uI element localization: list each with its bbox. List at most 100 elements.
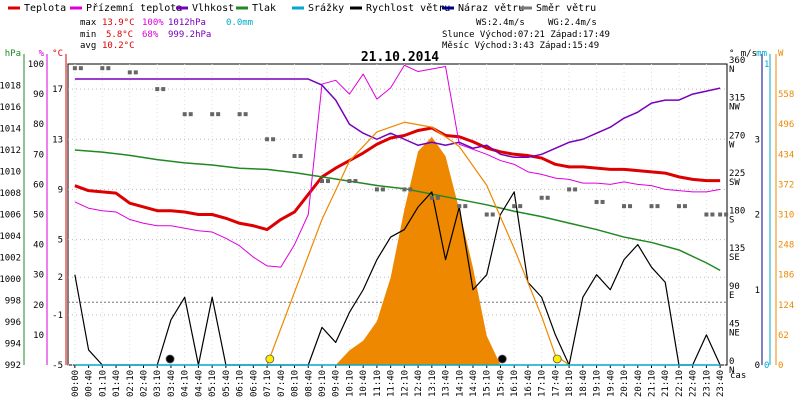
hpa-tick-4: 1000: [0, 275, 21, 285]
wind-tick-0: 0: [755, 361, 760, 371]
series-line-2: [74, 78, 721, 159]
wind-dir-point-6-1: [243, 112, 248, 117]
x-tick-15: 07:40: [277, 370, 287, 397]
percent-tick-1: 20: [33, 301, 44, 311]
x-tick-10: 05:10: [208, 370, 218, 397]
hpa-tick-3: 998: [5, 297, 21, 307]
wind-tick-1: 1: [755, 286, 760, 296]
deg-tick-8: 360: [729, 56, 745, 66]
wind-dir-point-16-0: [512, 204, 517, 209]
x-tick-6: 03:10: [153, 370, 163, 397]
deg-dir-5: SW: [729, 178, 740, 188]
wind-axis-label: m/s: [741, 49, 757, 59]
stat-moon: Měsíc Východ:3:43 Západ:15:49: [442, 41, 599, 51]
x-tick-12: 06:10: [236, 370, 246, 397]
x-tick-9: 04:40: [194, 370, 204, 397]
wind-dir-point-23-1: [710, 212, 715, 217]
wind-dir-point-20-1: [628, 204, 633, 209]
chart-title: 21.10.2014: [361, 50, 439, 65]
wind-dir-point-10-0: [347, 179, 352, 184]
solar-tick-6: 372: [778, 180, 794, 190]
deg-dir-3: SE: [729, 253, 740, 263]
percent-tick-9: 100: [28, 60, 44, 70]
hpa-axis-label: hPa: [5, 49, 21, 59]
deg-tick-2: 90: [729, 282, 740, 292]
wind-dir-point-1-0: [100, 66, 105, 71]
x-tick-0: 00:00: [71, 370, 81, 397]
x-tick-31: 15:40: [496, 370, 506, 397]
moonrise-marker: [165, 354, 175, 364]
stat-max-temp: 13.9°C: [102, 18, 135, 28]
wind-dir-point-17-0: [539, 195, 544, 200]
wind-dir-point-14-1: [463, 204, 468, 209]
stat-sun: Slunce Východ:07:21 Západ:17:49: [442, 30, 610, 40]
deg-axis-label: °: [729, 49, 734, 59]
x-axis-label: čas: [730, 370, 746, 381]
stat-max-hum: 100%: [142, 18, 164, 28]
wind-dir-point-7-1: [271, 137, 276, 142]
x-tick-25: 12:40: [414, 370, 424, 397]
hpa-tick-5: 1002: [0, 254, 21, 264]
deg-dir-6: W: [729, 140, 735, 150]
x-tick-35: 17:40: [551, 370, 561, 397]
wind-dir-point-1-1: [106, 66, 111, 71]
solar-tick-1: 62: [778, 331, 789, 341]
legend-label-3: Tlak: [252, 3, 276, 14]
hpa-tick-6: 1004: [0, 232, 21, 242]
plot-area: 9929949969981000100210041006100810101012…: [0, 49, 794, 397]
x-tick-24: 12:10: [400, 370, 410, 397]
wind-dir-point-11-1: [380, 187, 385, 192]
deg-dir-7: NW: [729, 103, 740, 113]
x-tick-1: 00:40: [85, 370, 95, 397]
x-tick-37: 18:40: [579, 370, 589, 397]
legend-label-5: Rychlost větru: [366, 2, 450, 14]
x-tick-11: 05:40: [222, 370, 232, 397]
x-tick-5: 02:40: [140, 370, 150, 397]
percent-tick-6: 70: [33, 150, 44, 160]
percent-tick-3: 40: [33, 241, 44, 251]
x-tick-32: 16:10: [510, 370, 520, 397]
x-tick-29: 14:40: [469, 370, 479, 397]
stat-max-label: max: [80, 18, 97, 28]
percent-tick-7: 80: [33, 120, 44, 130]
x-tick-14: 07:10: [263, 370, 273, 397]
wind-dir-point-14-0: [457, 204, 462, 209]
wind-dir-point-0-0: [72, 66, 77, 71]
wind-dir-point-2-0: [127, 70, 132, 75]
x-tick-18: 09:10: [318, 370, 328, 397]
hpa-tick-12: 1016: [0, 103, 21, 113]
wind-dir-point-3-1: [161, 87, 166, 92]
deg-tick-3: 135: [729, 244, 745, 254]
percent-axis-label: %: [39, 49, 45, 59]
solar-fill-area: [335, 136, 501, 365]
percent-tick-5: 60: [33, 180, 44, 190]
x-tick-34: 17:10: [538, 370, 548, 397]
wind-dir-point-24-0: [718, 212, 723, 217]
x-tick-17: 08:40: [304, 370, 314, 397]
wind-dir-point-13-0: [429, 195, 434, 200]
moonset-marker: [497, 354, 507, 364]
rain-axis-label: mm: [756, 49, 767, 59]
deg-tick-7: 315: [729, 94, 745, 104]
wind-dir-point-11-0: [374, 187, 379, 192]
deg-tick-6: 270: [729, 131, 745, 141]
wind-dir-point-22-1: [682, 204, 687, 209]
celsius-tick-2: 2: [58, 273, 63, 283]
legend-label-6: Náraz větru: [458, 2, 524, 14]
percent-tick-2: 30: [33, 271, 44, 281]
hpa-tick-0: 992: [5, 361, 21, 371]
stat-ws: WS:2.4m/s: [476, 18, 525, 28]
x-tick-44: 22:10: [675, 370, 685, 397]
series-line-1: [74, 64, 721, 268]
deg-dir-4: S: [729, 216, 734, 226]
wind-dir-point-12-0: [402, 187, 407, 192]
wind-dir-point-21-1: [655, 204, 660, 209]
deg-tick-0: 0: [729, 357, 734, 367]
wind-dir-point-21-0: [649, 204, 654, 209]
celsius-tick-5: 13: [52, 135, 63, 145]
wind-dir-point-7-0: [265, 137, 270, 142]
x-tick-20: 10:10: [345, 370, 355, 397]
x-tick-45: 22:40: [689, 370, 699, 397]
wind-dir-point-22-0: [676, 204, 681, 209]
